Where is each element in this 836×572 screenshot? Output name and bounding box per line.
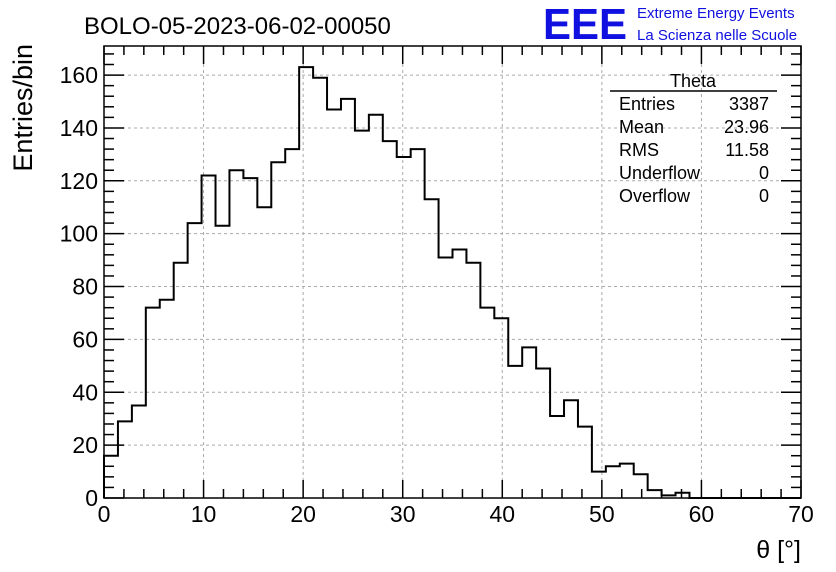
x-tick-label: 70 — [788, 501, 814, 527]
y-tick-label: 160 — [60, 62, 98, 88]
axis-ticks — [103, 46, 802, 499]
y-tick-label: 20 — [72, 432, 98, 458]
y-axis-label: Entries/bin — [8, 44, 38, 172]
x-tick-label: 10 — [191, 501, 217, 527]
y-tick-label: 60 — [72, 326, 98, 352]
x-tick-label: 30 — [390, 501, 416, 527]
x-tick-label: 60 — [689, 501, 715, 527]
stats-box: Theta Entries 3387 Mean 23.96 RMS 11.58 Underf… — [610, 71, 777, 206]
x-tick-labels: 0 10 20 30 40 50 60 70 — [98, 501, 814, 527]
stats-label: Mean — [619, 117, 664, 137]
stats-title: Theta — [670, 71, 717, 91]
y-tick-label: 140 — [60, 115, 98, 141]
stats-value: 0 — [759, 163, 769, 183]
stats-value: 11.58 — [725, 140, 769, 160]
x-tick-label: 20 — [290, 501, 316, 527]
x-axis-label: θ [°] — [756, 536, 801, 564]
y-tick-label: 100 — [60, 221, 98, 247]
stats-label: Overflow — [619, 186, 691, 206]
x-tick-label: 0 — [98, 501, 111, 527]
stats-value: 3387 — [729, 94, 769, 114]
y-tick-label: 0 — [85, 485, 98, 511]
y-tick-label: 80 — [72, 274, 98, 300]
plot-frame — [103, 45, 802, 499]
stats-label: Entries — [619, 94, 675, 114]
stats-label: Underflow — [619, 163, 701, 183]
y-tick-label: 120 — [60, 168, 98, 194]
grid-lines — [104, 46, 801, 498]
stats-value: 23.96 — [724, 117, 769, 137]
histogram-line — [103, 66, 801, 499]
logo-line-2: La Scienza nelle Scuole — [637, 27, 797, 44]
y-tick-label: 40 — [72, 379, 98, 405]
stats-label: RMS — [619, 140, 659, 160]
logo-line-1: Extreme Energy Events — [637, 5, 795, 22]
chart-title: BOLO-05-2023-06-02-00050 — [84, 13, 391, 40]
stats-rows: Entries 3387 Mean 23.96 RMS 11.58 Underflow 0 Ov… — [619, 94, 769, 206]
stats-value: 0 — [759, 186, 769, 206]
x-tick-label: 40 — [489, 501, 515, 527]
x-tick-label: 50 — [589, 501, 615, 527]
eee-logo: EEE — [543, 0, 627, 49]
y-tick-labels: 0 20 40 60 80 100 120 140 160 — [60, 62, 98, 511]
